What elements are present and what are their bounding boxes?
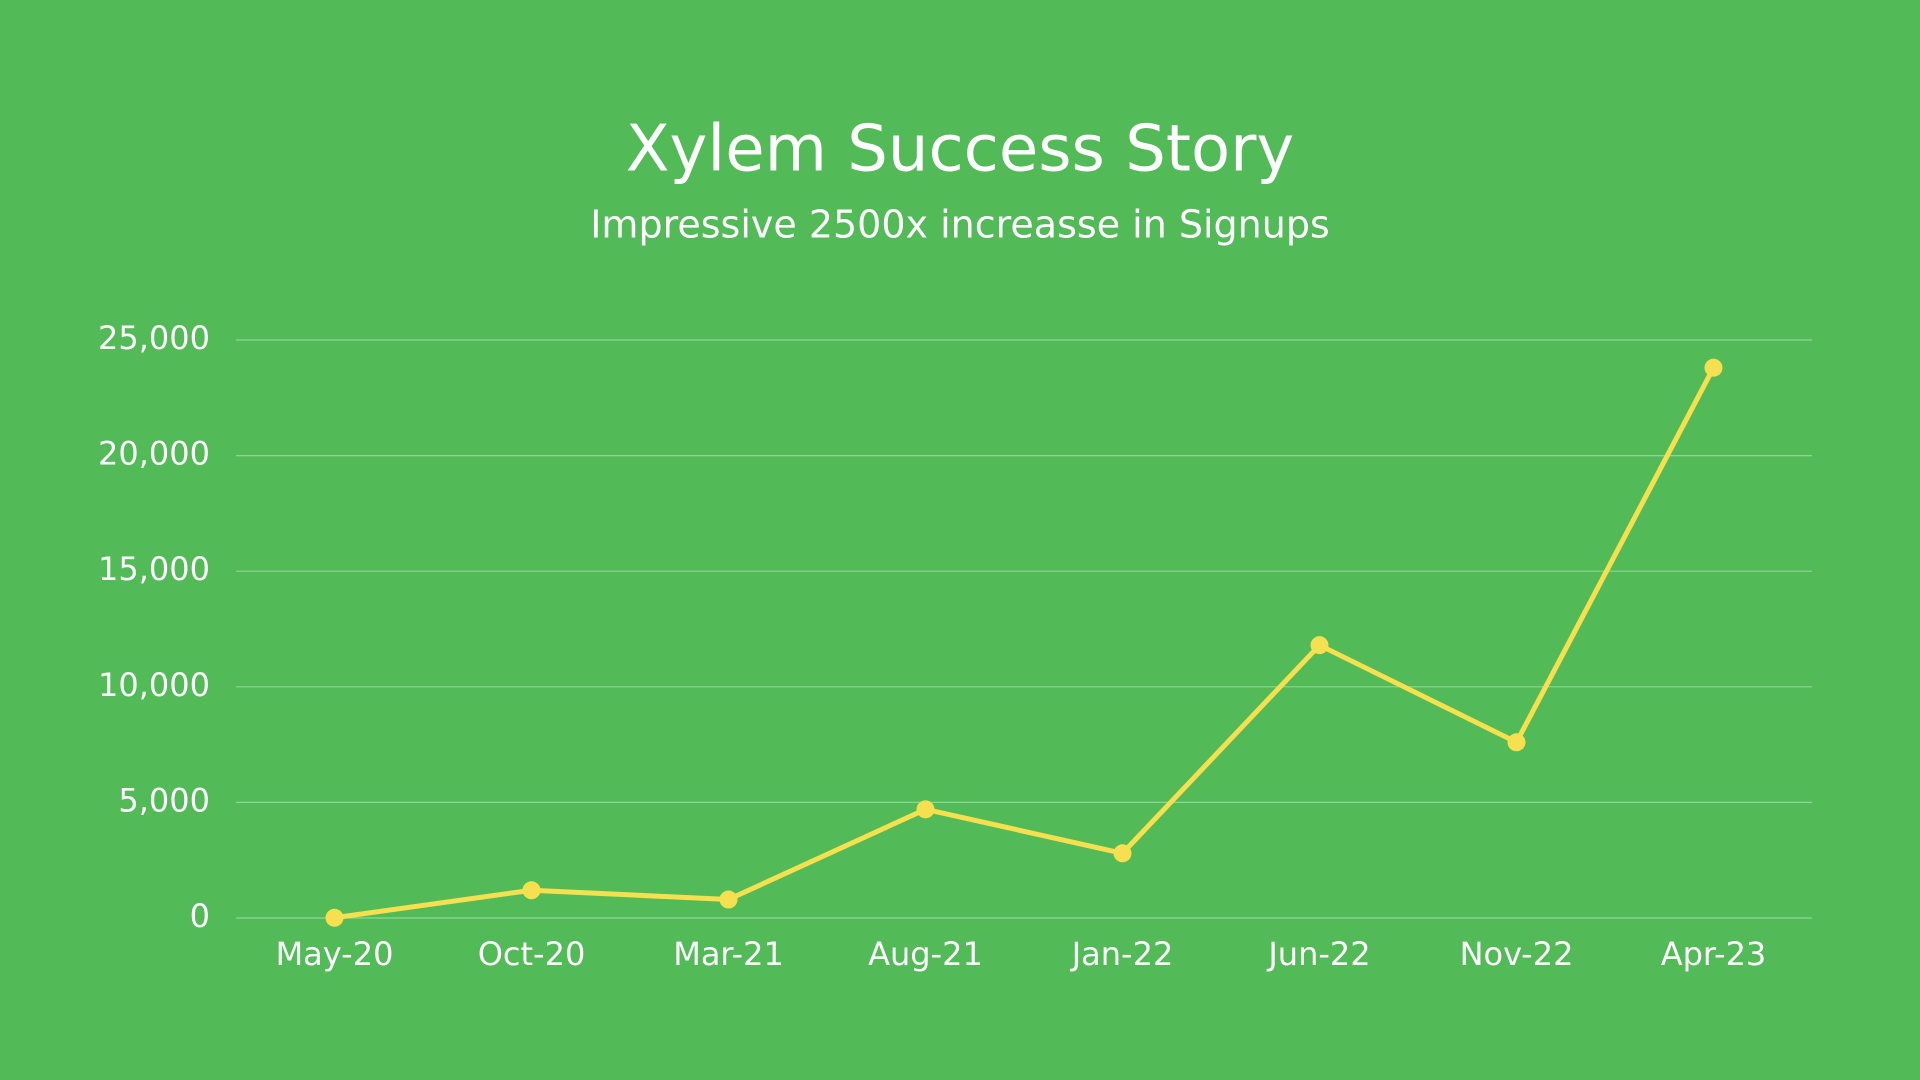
y-tick-label: 0: [190, 897, 210, 935]
point: [325, 908, 344, 927]
y-tick-label: 20,000: [98, 435, 210, 473]
point: [522, 881, 541, 900]
x-tick-label: May-20: [276, 935, 394, 973]
point: [916, 800, 935, 819]
point: [719, 890, 738, 909]
chart-subtitle: Impressive 2500x increasse in Signups: [590, 203, 1330, 247]
line: [334, 366, 1716, 921]
point: [1704, 358, 1723, 377]
x-tick-label: Nov-22: [1460, 935, 1574, 973]
x-tick-label: Aug-21: [868, 935, 983, 973]
y-tick-label: 15,000: [98, 550, 210, 588]
x-tick-label: Mar-21: [673, 935, 784, 973]
y-tick-label: 25,000: [98, 319, 210, 357]
x-tick-label: Apr-23: [1661, 935, 1767, 973]
point: [1113, 844, 1132, 863]
point: [1310, 636, 1329, 655]
x-tick-label: Jun-22: [1266, 935, 1370, 973]
y-tick-label: 10,000: [98, 666, 210, 704]
chart-title: Xylem Success Story: [626, 113, 1295, 187]
x-tick-label: Jan-22: [1070, 935, 1174, 973]
x-tick-label: Oct-20: [478, 935, 586, 973]
y-tick-label: 5,000: [118, 781, 210, 819]
point: [1507, 733, 1526, 752]
